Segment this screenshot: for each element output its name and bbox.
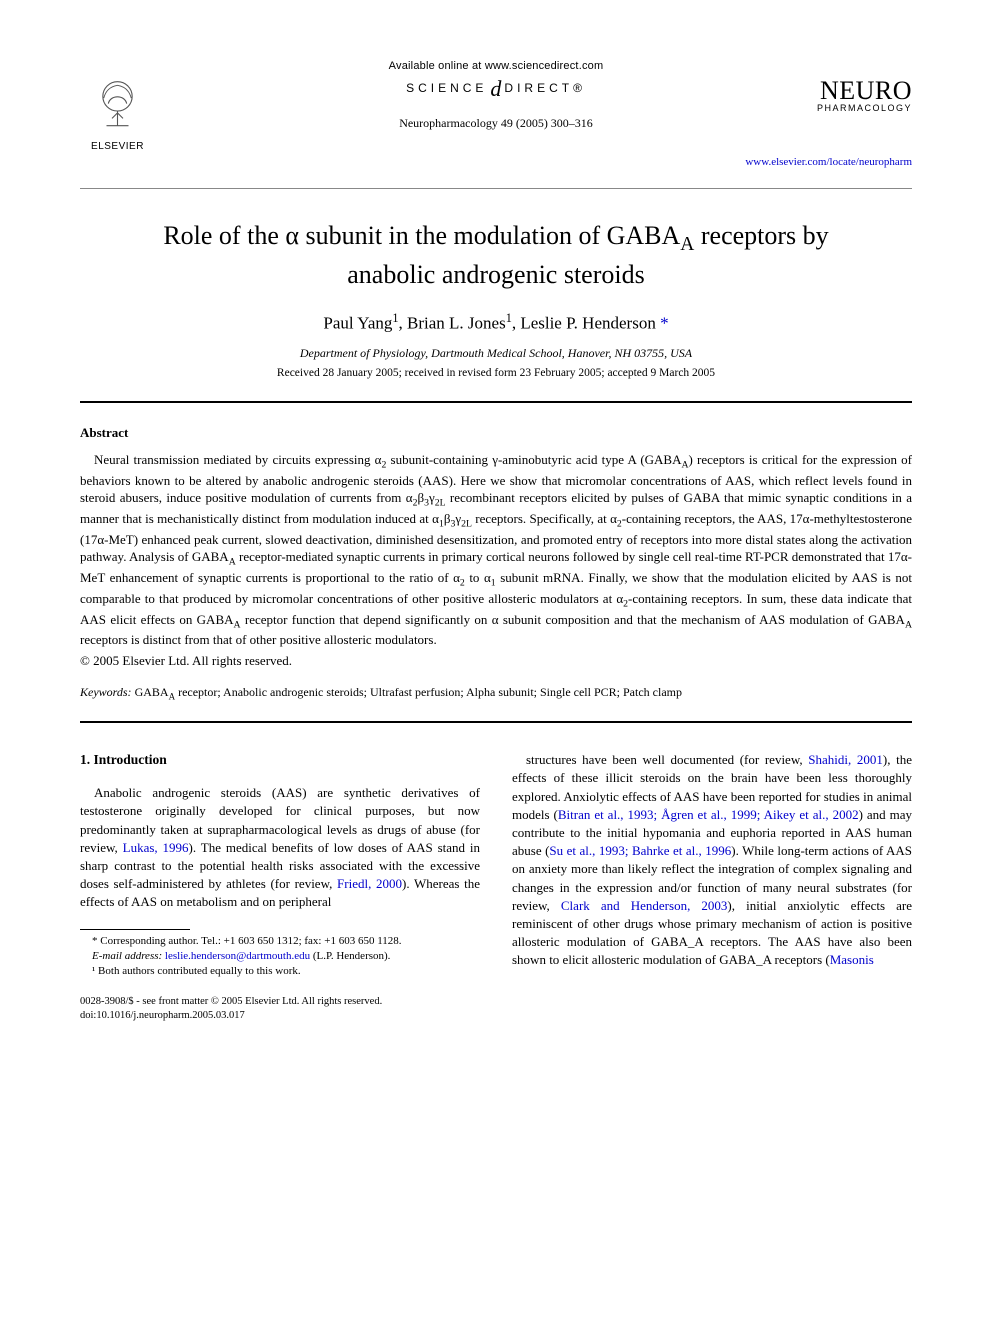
- footnotes: * Corresponding author. Tel.: +1 603 650…: [80, 934, 480, 979]
- email-link[interactable]: leslie.henderson@dartmouth.edu: [165, 950, 310, 962]
- ref-su-bahrke[interactable]: Su et al., 1993; Bahrke et al., 1996: [549, 843, 731, 858]
- journal-reference: Neuropharmacology 49 (2005) 300–316: [389, 116, 604, 131]
- authors: Paul Yang1, Brian L. Jones1, Leslie P. H…: [80, 311, 912, 334]
- elsevier-label: ELSEVIER: [80, 141, 155, 152]
- ref-shahidi-2001[interactable]: Shahidi, 2001: [808, 752, 883, 767]
- available-online-text: Available online at www.sciencedirect.co…: [389, 60, 604, 72]
- journal-logo: NEURO PHARMACOLOGY: [817, 76, 912, 113]
- doi-line: doi:10.1016/j.neuropharm.2005.03.017: [80, 1009, 912, 1023]
- email-label: E-mail address:: [92, 950, 162, 962]
- article-dates: Received 28 January 2005; received in re…: [80, 367, 912, 379]
- author-1: Paul Yang: [323, 314, 392, 333]
- header-rule: [80, 188, 912, 189]
- elsevier-logo: ELSEVIER: [80, 78, 155, 152]
- direct-text: DIRECT®: [504, 81, 586, 95]
- keywords-label: Keywords:: [80, 685, 132, 699]
- abstract-body: Neural transmission mediated by circuits…: [80, 451, 912, 649]
- elsevier-tree-icon: [90, 78, 145, 133]
- ref-friedl-2000[interactable]: Friedl, 2000: [337, 876, 402, 891]
- footnote-equal-contrib: ¹ Both authors contributed equally to th…: [80, 964, 480, 979]
- ref-bitran-agren-aikey[interactable]: Bitran et al., 1993; Ågren et al., 1999;…: [558, 807, 859, 822]
- sd-d-glyph: d: [487, 76, 504, 101]
- author-2-sup: 1: [506, 311, 512, 325]
- section-1-heading: 1. Introduction: [80, 751, 480, 770]
- neuro-title: NEURO: [817, 76, 912, 106]
- footnote-rule: [80, 929, 190, 930]
- doi-block: 0028-3908/$ - see front matter © 2005 El…: [80, 995, 912, 1023]
- abstract-top-rule: [80, 401, 912, 403]
- intro-para-right: structures have been well documented (fo…: [512, 751, 912, 969]
- copyright-line: © 2005 Elsevier Ltd. All rights reserved…: [80, 653, 912, 669]
- front-matter-line: 0028-3908/$ - see front matter © 2005 El…: [80, 995, 912, 1009]
- keywords: Keywords: GABAA receptor; Anabolic andro…: [80, 685, 912, 701]
- author-2: Brian L. Jones: [407, 314, 506, 333]
- body-columns: 1. Introduction Anabolic androgenic ster…: [80, 723, 912, 979]
- ref-clark-henderson[interactable]: Clark and Henderson, 2003: [561, 898, 728, 913]
- affiliation: Department of Physiology, Dartmouth Medi…: [80, 346, 912, 361]
- journal-url[interactable]: www.elsevier.com/locate/neuropharm: [745, 156, 912, 168]
- article-title: Role of the α subunit in the modulation …: [120, 219, 872, 291]
- author-3: Leslie P. Henderson: [520, 314, 656, 333]
- footnote-corresponding: * Corresponding author. Tel.: +1 603 650…: [80, 934, 480, 949]
- left-column: 1. Introduction Anabolic androgenic ster…: [80, 723, 480, 979]
- ref-lukas-1996[interactable]: Lukas, 1996: [123, 840, 189, 855]
- abstract-heading: Abstract: [80, 425, 912, 441]
- intro-para-left: Anabolic androgenic steroids (AAS) are s…: [80, 784, 480, 911]
- science-direct-logo: SCIENCEdDIRECT®: [389, 76, 604, 102]
- corresponding-mark: *: [660, 314, 669, 333]
- footnote-email: E-mail address: leslie.henderson@dartmou…: [80, 949, 480, 964]
- ref-masonis[interactable]: Masonis: [830, 952, 874, 967]
- right-column: structures have been well documented (fo…: [512, 723, 912, 979]
- page-root: ELSEVIER Available online at www.science…: [0, 0, 992, 1063]
- neuro-subtitle: PHARMACOLOGY: [817, 103, 912, 113]
- science-text: SCIENCE: [406, 81, 487, 95]
- abstract-section: Abstract Neural transmission mediated by…: [80, 425, 912, 701]
- header-center: Available online at www.sciencedirect.co…: [389, 60, 604, 131]
- author-1-sup: 1: [392, 311, 398, 325]
- header: ELSEVIER Available online at www.science…: [80, 60, 912, 180]
